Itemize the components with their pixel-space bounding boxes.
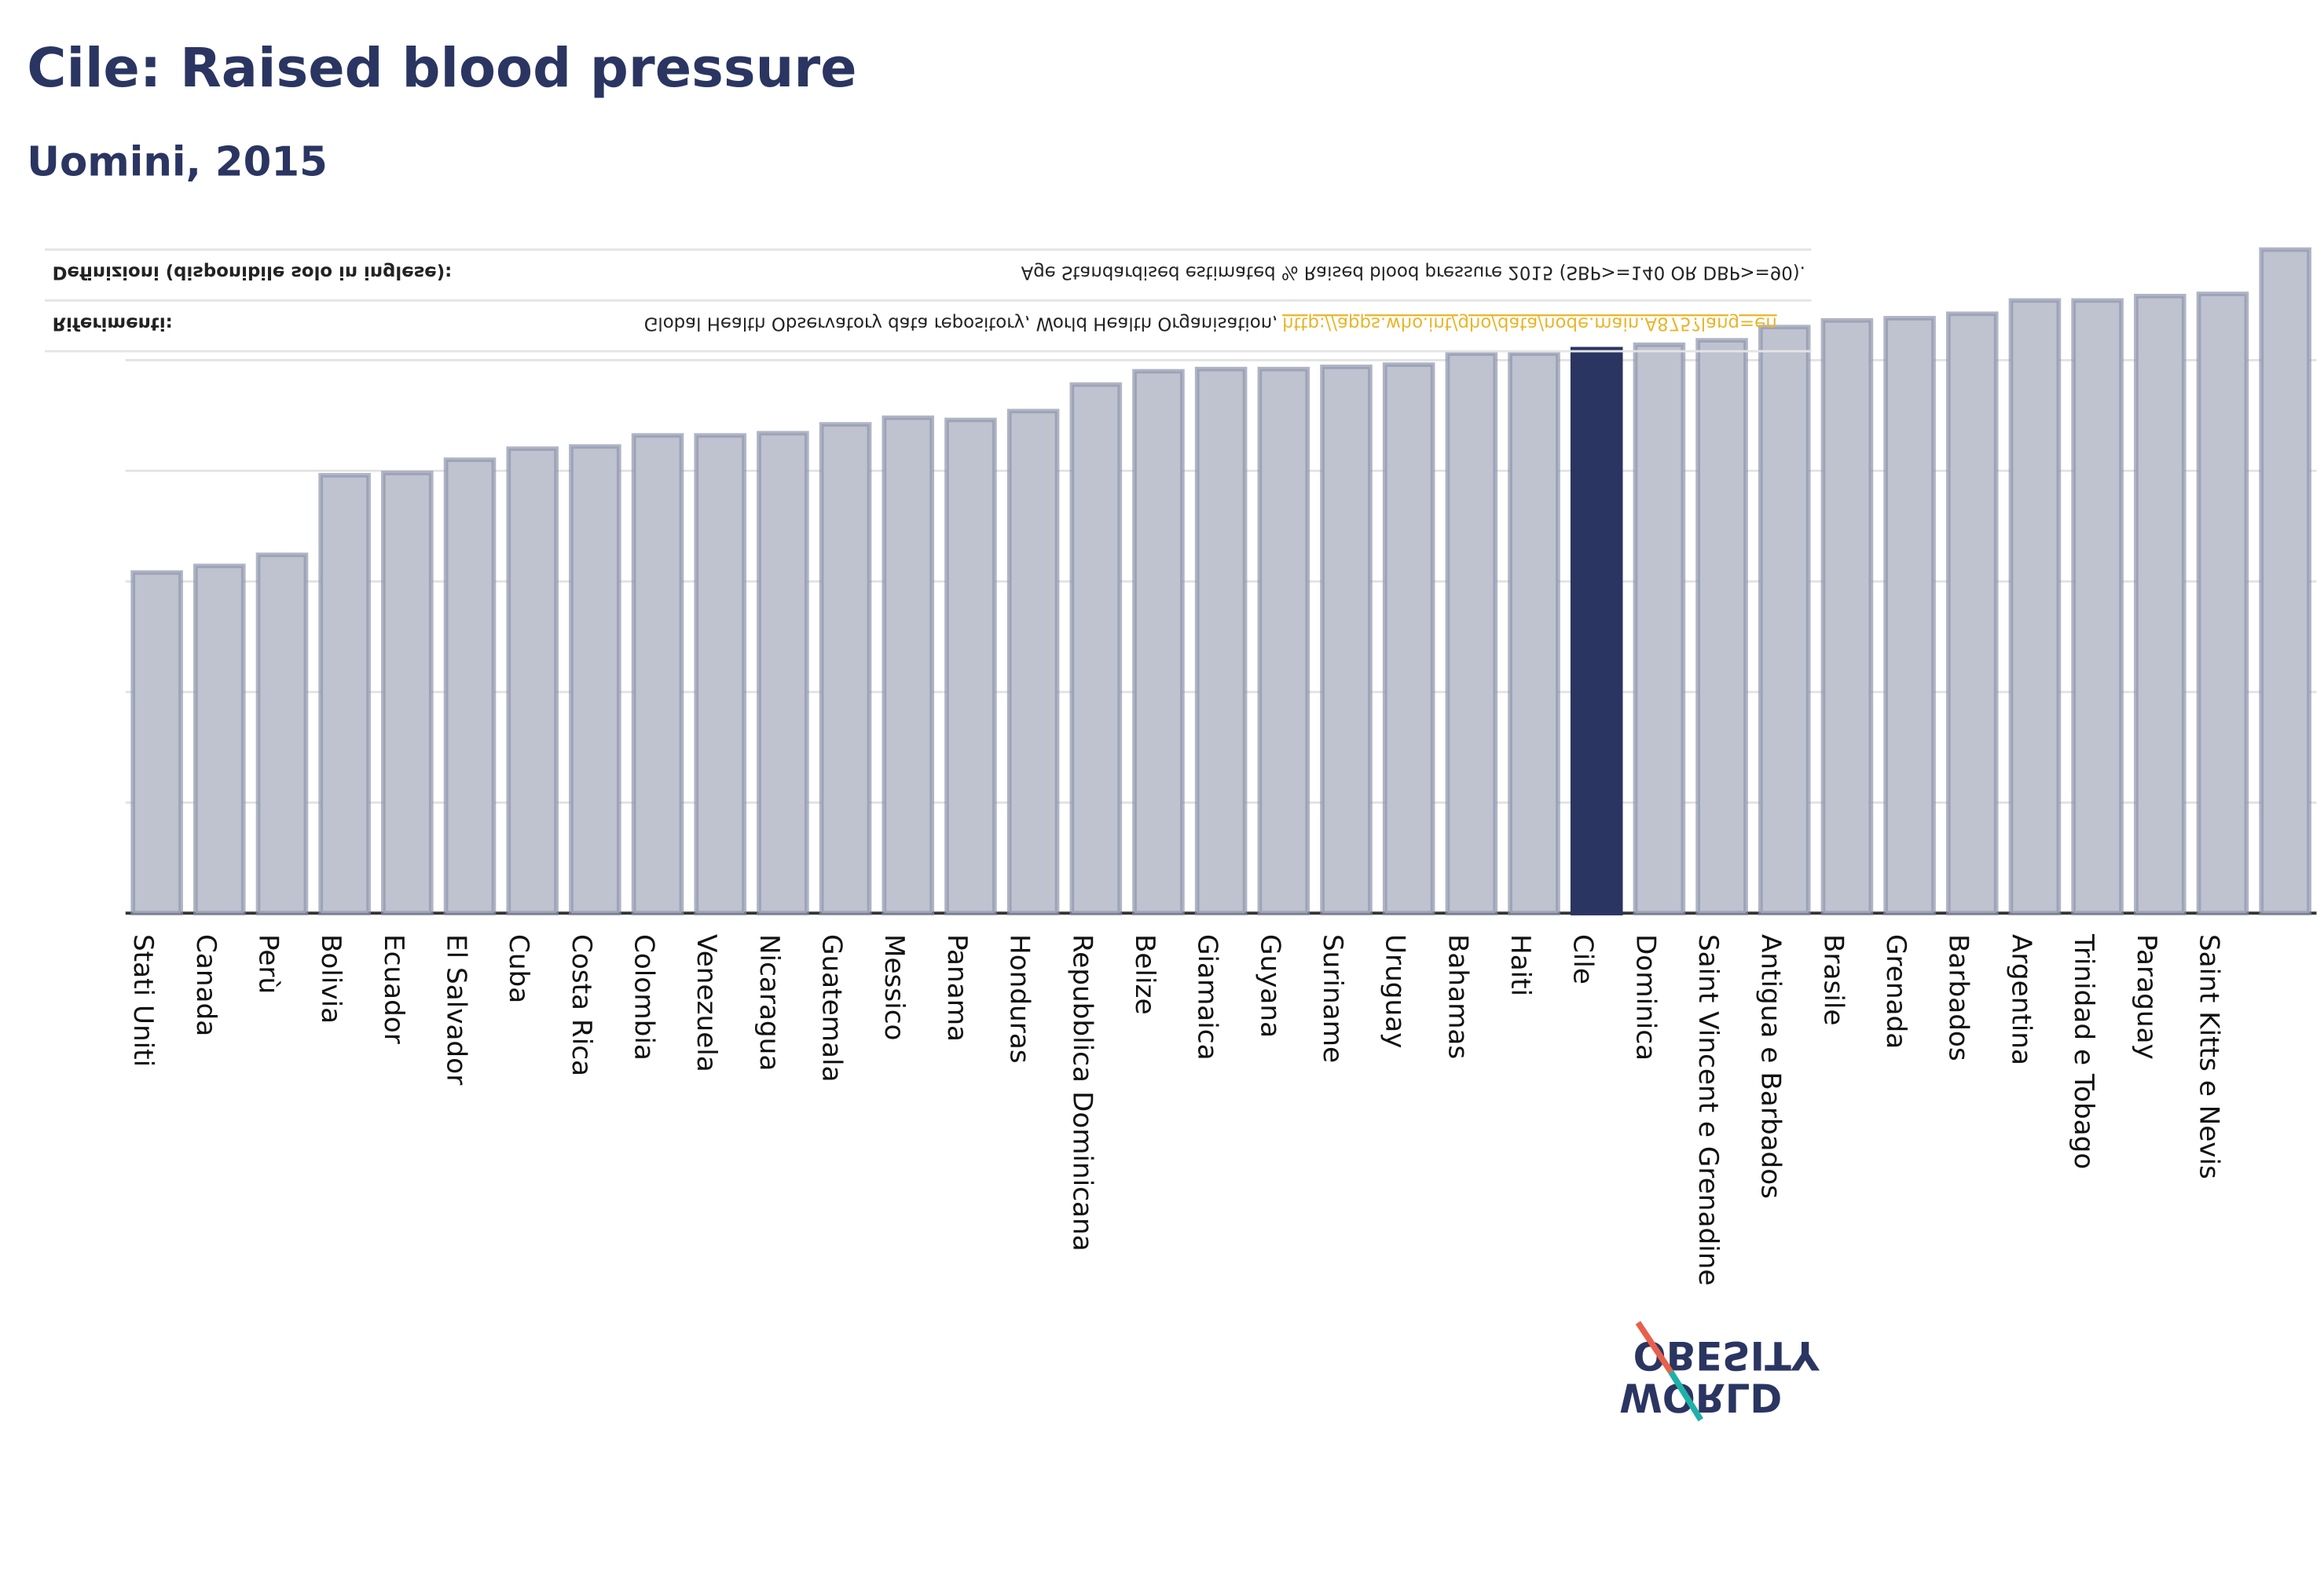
x-tick-label: Trinidad e Tobago [2068,933,2099,1169]
bar [318,473,371,916]
x-tick-label: Messico [878,934,910,1041]
x-tick-label: Bahamas [1442,934,1473,1059]
x-tick-label: Argentina [2005,934,2036,1065]
bar [1445,351,1498,916]
x-tick-label: Paraguay [2131,934,2162,1060]
bar [944,417,997,916]
chart-title: Cile: Raised blood pressure [27,37,856,100]
bar [1570,346,1623,916]
bar [694,433,747,916]
bar [1758,324,1811,916]
definitions-label: Definizioni (disponibile solo in inglese… [53,262,453,283]
x-tick-label: Saint Vincent e Grenadine [1692,934,1724,1286]
x-labels: Stati Uniti Canada Perù Bolivia Ecuador El Sa… [127,933,2224,1286]
bar [1945,311,1999,916]
references-link[interactable]: http://apps.who.int/gho/data/node.main.A… [1282,313,1777,333]
bar [443,457,497,916]
bar [1883,316,1936,916]
bar [193,563,246,916]
bar [1633,342,1686,916]
x-tick-label: Guyana [1254,934,1285,1038]
x-tick-label: Brasile [1817,934,1849,1025]
x-tick-label: Bolivia [315,934,346,1024]
x-tick-label: Belize [1129,934,1160,1015]
x-tick-label: Costa Rica [566,934,597,1076]
logo-slash [1668,1370,1703,1422]
logo-text: WORLD [1619,1374,1782,1420]
bar [1382,362,1435,916]
x-tick-label: Perù [252,934,284,994]
bar [1132,368,1185,916]
bar [2196,291,2249,916]
references-text: Global Health Observatory data repositor… [644,313,1278,333]
x-tick-label: Venezuela [691,934,722,1072]
x-tick-label: Saint Kitts e Nevis [2193,934,2224,1179]
x-tick-label: Ecuador [378,934,409,1045]
bar [819,422,872,916]
x-tick-label: El Salvador [440,934,471,1086]
bar [255,552,309,916]
bar [130,570,183,916]
bar [2071,298,2124,916]
bars [130,247,2311,916]
bar [1820,317,1874,916]
bar [1257,366,1310,916]
x-tick-label: Suriname [1317,934,1348,1063]
bar [1194,366,1248,916]
x-tick-label: Stati Uniti [127,934,159,1067]
bar [882,415,935,916]
logo-text: OBESITY [1633,1332,1820,1378]
bar [1695,338,1748,916]
bar [2134,293,2187,916]
bar [2008,298,2062,916]
x-tick-label: Grenada [1880,934,1912,1049]
x-tick-label: Cile [1567,934,1599,984]
bar [2259,247,2311,916]
definitions-box: Definizioni (disponibile solo in inglese… [45,248,1812,353]
bar [1069,382,1123,916]
definitions-text: Age Standardised estimated % Raised bloo… [1021,262,1805,283]
x-tick-label: Nicaragua [753,934,785,1071]
x-tick-label: Cuba [503,934,534,1003]
chart-subtitle: Uomini, 2015 [27,138,328,185]
bar [631,433,684,916]
bar [1508,351,1560,916]
x-tick-label: Giamaica [1192,934,1223,1061]
x-tick-label: Antigua e Barbados [1755,934,1787,1199]
bar [757,431,809,916]
logo: OBESITY WORLD [1619,1321,1820,1422]
x-tick-label: Colombia [629,934,660,1061]
bar [506,446,559,916]
x-tick-label: Guatemala [816,934,848,1083]
references-label: Riferimenti: [53,313,173,333]
x-tick-label: Uruguay [1380,934,1411,1049]
bar [381,471,434,916]
x-tick-label: Canada [190,934,222,1036]
x-tick-label: Barbados [1943,934,1974,1061]
x-tick-label: Haiti [1505,934,1536,996]
logo-slash [1635,1321,1673,1374]
x-tick-label: Repubblica Dominicana [1066,934,1098,1252]
x-tick-label: Panama [941,934,973,1042]
x-tick-label: Honduras [1004,934,1036,1064]
bar [569,444,621,916]
bar [1006,409,1060,916]
bar [1320,365,1373,916]
x-tick-label: Dominica [1629,934,1661,1061]
